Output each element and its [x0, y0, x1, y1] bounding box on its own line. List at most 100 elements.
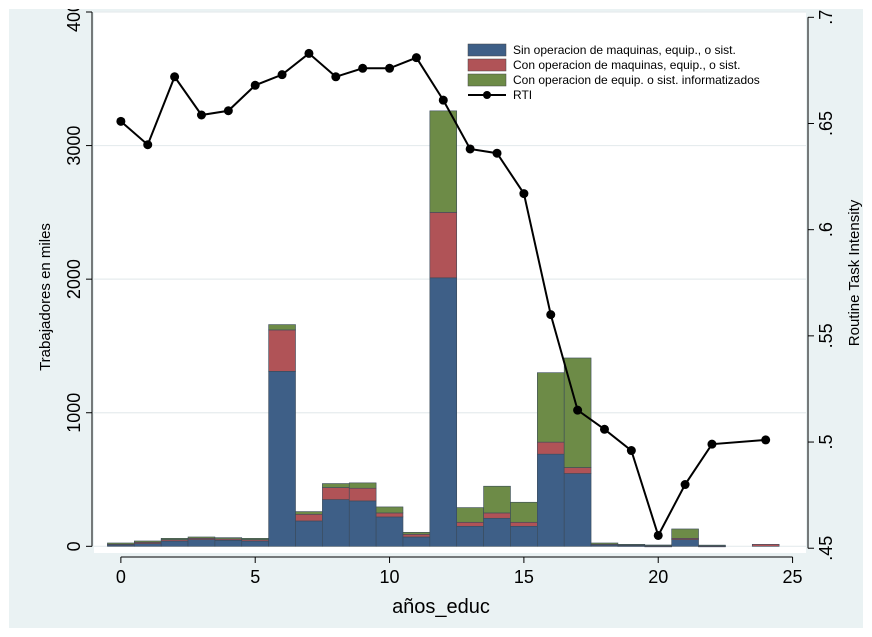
bar-segment-2 [295, 513, 323, 522]
rti-point [358, 63, 368, 73]
bar-segment-1 [214, 540, 243, 547]
legend-swatch-con-operacion-informatizados [467, 73, 507, 87]
bar-segment-3 [295, 511, 323, 515]
x-tick-label: 25 [783, 567, 803, 587]
rti-point [680, 480, 690, 490]
bar-segment-3 [483, 485, 511, 514]
rti-point [599, 424, 609, 434]
rti-point [116, 116, 126, 126]
bar-segment-1 [671, 539, 699, 547]
bar-segment-3 [268, 324, 296, 331]
bar-segment-3 [241, 538, 269, 540]
bar-segment-3 [537, 372, 565, 443]
bar-segment-2 [456, 521, 484, 527]
bar-segment-3 [456, 507, 484, 523]
rti-point [761, 435, 771, 445]
rti-line-group [116, 48, 771, 540]
axes: 0 1000 2000 3000 4000 .45 .5 .55 .6 .65 .7 0 5 10 15 20… [64, 9, 836, 587]
rti-point [492, 148, 502, 158]
bar-segment-1 [429, 277, 458, 547]
legend-marker-rti [483, 91, 491, 99]
bar-segment-3 [644, 544, 672, 547]
bar-segment-3 [510, 501, 538, 523]
rti-point [411, 53, 421, 63]
legend-label-sin-operacion: Sin operacion de maquinas, equip., o sis… [513, 43, 736, 57]
bar-segment-3 [617, 544, 646, 546]
rti-point [573, 405, 583, 415]
y2-tick-label: .5 [816, 435, 836, 450]
bar-segment-1 [563, 473, 592, 547]
x-axis-title: años_educ [392, 596, 490, 618]
y-tick-label: 2000 [64, 259, 84, 299]
bar-segment-3 [134, 540, 162, 543]
chart-figure: 0 1000 2000 3000 4000 .45 .5 .55 .6 .65 .7 0 5 10 15 20… [9, 9, 863, 628]
bar-segment-3 [214, 537, 243, 540]
bar-segment-3 [429, 110, 458, 213]
bar-segment-1 [510, 525, 538, 547]
stacked-bars [107, 110, 780, 548]
bar-segment-3 [187, 536, 216, 539]
bar-segment-3 [322, 483, 350, 488]
bar-segment-2 [429, 212, 458, 279]
bar-segment-2 [322, 487, 350, 500]
rti-point [196, 110, 206, 120]
bar-segment-1 [322, 499, 350, 547]
y-tick-label: 0 [64, 541, 84, 551]
bar-segment-2 [348, 487, 377, 502]
bar-segment-1 [160, 540, 189, 547]
bar-segment-2 [268, 329, 296, 372]
bar-segment-1 [268, 371, 296, 547]
rti-point [546, 310, 556, 320]
rti-point [653, 530, 663, 540]
rti-point [143, 140, 153, 150]
rti-point [250, 80, 260, 90]
y2-tick-label: .65 [816, 111, 836, 136]
x-tick-label: 0 [116, 567, 126, 587]
y2-tick-label: .55 [816, 323, 836, 348]
bar-segment-1 [483, 517, 511, 547]
rti-point [626, 446, 636, 456]
legend-box [460, 39, 800, 103]
bar-segment-1 [187, 539, 216, 547]
bar-segment-1 [537, 453, 565, 547]
rti-point [465, 144, 475, 154]
combo-chart: 0 1000 2000 3000 4000 .45 .5 .55 .6 .65 .7 0 5 10 15 20… [37, 9, 863, 618]
bar-segment-2 [483, 512, 511, 519]
legend-label-rti: RTI [513, 88, 532, 102]
bar-segment-3 [590, 542, 619, 545]
bar-segment-2 [751, 544, 780, 547]
y-tick-label: 3000 [64, 126, 84, 166]
bar-segment-1 [375, 516, 404, 547]
rti-point [438, 95, 448, 105]
bar-segment-1 [456, 525, 484, 547]
bar-segment-3 [375, 506, 404, 514]
rti-point [519, 189, 529, 199]
y-tick-label: 4000 [64, 9, 84, 32]
bar-segment-2 [537, 441, 565, 455]
bar-segment-3 [671, 528, 699, 539]
rti-point [707, 439, 717, 449]
bar-segment-3 [348, 482, 377, 489]
bar-segment-3 [402, 531, 431, 535]
legend: Sin operacion de maquinas, equip., o sis… [460, 39, 800, 103]
bar-segment-3 [698, 544, 726, 547]
legend-swatch-con-operacion-maquinas [467, 58, 507, 72]
bar-segment-2 [375, 512, 404, 518]
y-axis-title: Trabajadores en miles [37, 223, 54, 371]
bar-segment-1 [402, 536, 431, 547]
legend-label-con-operacion-informatizados: Con operacion de equip. o sist. informat… [513, 73, 760, 87]
y2-tick-label: .45 [816, 536, 836, 561]
bar-segment-1 [348, 500, 377, 547]
y2-axis-title: Routine Task Intensity [846, 199, 863, 346]
x-tick-label: 20 [648, 567, 668, 587]
y2-tick-label: .7 [816, 10, 836, 25]
bar-segment-3 [160, 538, 189, 540]
bar-segment-1 [241, 540, 269, 547]
rti-point [331, 72, 341, 82]
bar-segment-2 [510, 521, 538, 527]
y2-tick-label: .6 [816, 222, 836, 237]
legend-swatch-sin-operacion [467, 43, 507, 57]
bar-segment-3 [107, 542, 135, 545]
x-tick-label: 5 [250, 567, 260, 587]
rti-point [385, 63, 395, 73]
